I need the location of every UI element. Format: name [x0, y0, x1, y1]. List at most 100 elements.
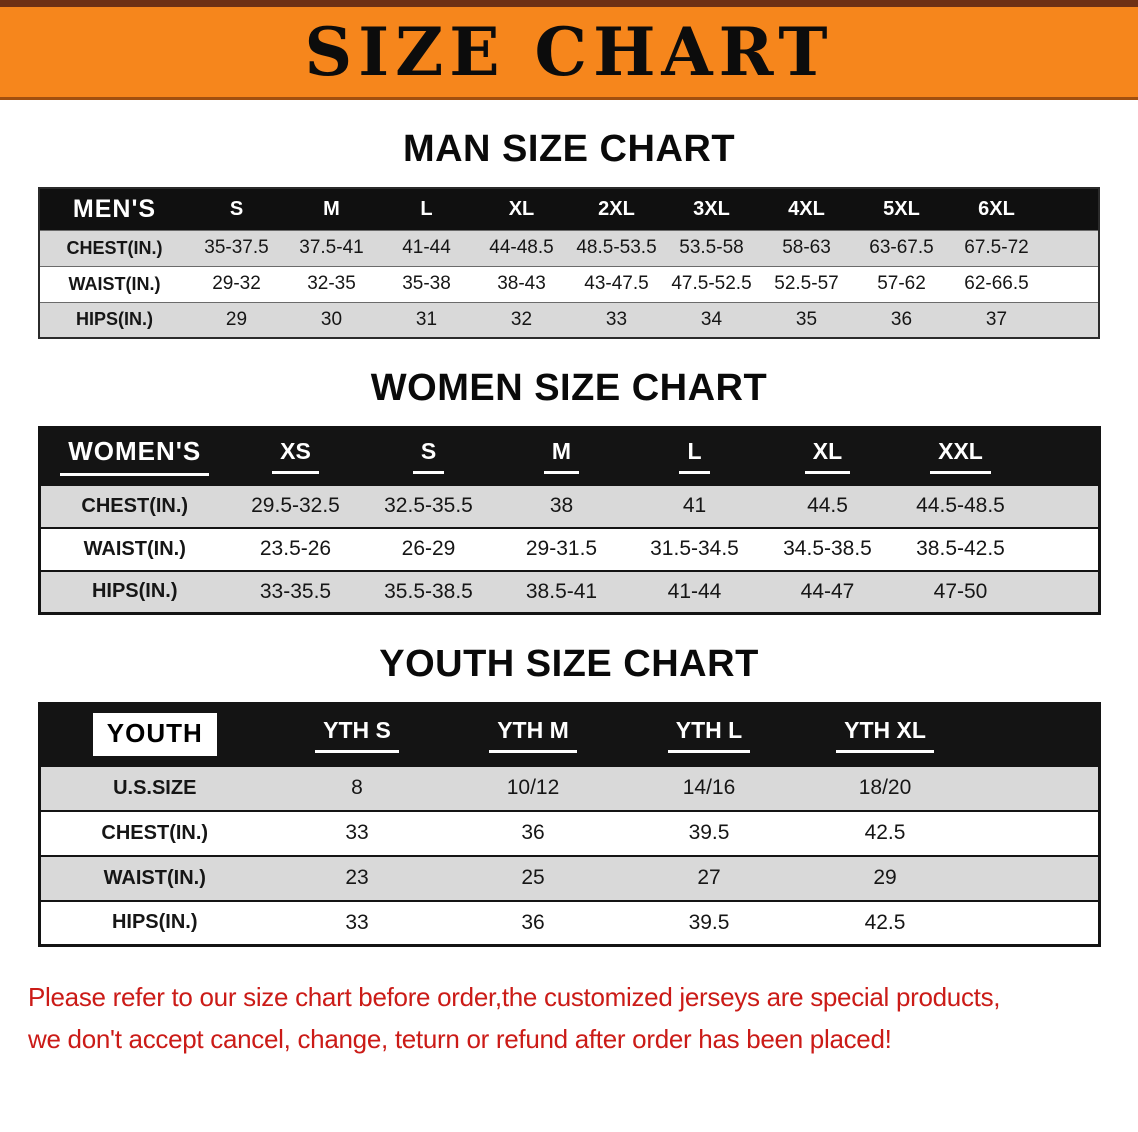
size-value-cell: 44.5-48.5 [894, 483, 1027, 528]
notice-line-2: we don't accept cancel, change, teturn o… [28, 1024, 892, 1055]
size-value-cell: 63-67.5 [854, 229, 949, 266]
row-label: U.S.SIZE [39, 764, 269, 811]
size-column-label: YTH M [489, 717, 577, 753]
size-column-header: 5XL [854, 188, 949, 230]
size-value-cell: 25 [445, 854, 621, 901]
size-value-cell: 8 [269, 764, 445, 811]
size-value-cell: 41-44 [379, 229, 474, 266]
us-size-row: U.S.SIZE 8 10/12 14/16 18/20 [39, 764, 1099, 811]
size-value-cell: 41-44 [628, 569, 761, 614]
size-column-header: YTH M [445, 703, 621, 766]
hips-row: HIPS(IN.) 33-35.5 35.5-38.5 38.5-41 41-4… [39, 569, 1099, 614]
size-value-cell: 30 [284, 301, 379, 338]
chest-row: CHEST(IN.) 35-37.5 37.5-41 41-44 44-48.5… [39, 229, 1099, 266]
size-column-header: 4XL [759, 188, 854, 230]
size-value-cell: 39.5 [621, 809, 797, 856]
size-column-header: L [379, 188, 474, 230]
women-header-row: WOMEN'S XS S M L XL XXL [39, 427, 1099, 485]
youth-table-title-label: YOUTH [92, 713, 217, 757]
size-value-cell: 37.5-41 [284, 229, 379, 266]
size-value-cell: 53.5-58 [664, 229, 759, 266]
hips-row: HIPS(IN.) 33 36 39.5 42.5 [39, 899, 1099, 946]
size-value-cell: 52.5-57 [759, 265, 854, 302]
size-value-cell: 27 [621, 854, 797, 901]
women-size-table: WOMEN'S XS S M L XL XXL CHEST(IN.) 29.5-… [37, 426, 1101, 615]
size-value-cell: 18/20 [797, 764, 973, 811]
size-column-label: YTH S [315, 717, 399, 753]
row-label: WAIST(IN.) [39, 265, 189, 302]
youth-table-title: YOUTH [39, 703, 269, 766]
size-value-cell: 33 [569, 301, 664, 338]
size-value-cell: 48.5-53.5 [569, 229, 664, 266]
size-value-cell: 67.5-72 [949, 229, 1044, 266]
size-value-cell: 38.5-41 [495, 569, 628, 614]
size-value-cell: 35-37.5 [189, 229, 284, 266]
size-value-cell: 37 [949, 301, 1044, 338]
spacer-cell [1027, 569, 1099, 614]
spacer-cell [973, 854, 1099, 901]
size-value-cell: 42.5 [797, 809, 973, 856]
size-value-cell: 31 [379, 301, 474, 338]
spacer-cell [1027, 526, 1099, 571]
size-value-cell: 38 [495, 483, 628, 528]
size-column-header: YTH L [621, 703, 797, 766]
notice-line-1: Please refer to our size chart before or… [28, 982, 1001, 1012]
size-value-cell: 32-35 [284, 265, 379, 302]
row-label: CHEST(IN.) [39, 483, 229, 528]
row-label: HIPS(IN.) [39, 301, 189, 338]
size-column-header: M [495, 427, 628, 485]
size-column-header: XL [474, 188, 569, 230]
youth-section: YOUTH SIZE CHART YOUTH YTH S YTH M YTH L… [0, 643, 1138, 947]
waist-row: WAIST(IN.) 23.5-26 26-29 29-31.5 31.5-34… [39, 526, 1099, 571]
size-column-header: 2XL [569, 188, 664, 230]
size-column-label: M [543, 438, 580, 475]
size-column-label: YTH L [667, 717, 751, 753]
size-column-header: L [628, 427, 761, 485]
size-value-cell: 29 [189, 301, 284, 338]
women-section: WOMEN SIZE CHART WOMEN'S XS S M L XL XXL [0, 367, 1138, 615]
size-value-cell: 26-29 [362, 526, 495, 571]
size-value-cell: 29-31.5 [495, 526, 628, 571]
size-value-cell: 57-62 [854, 265, 949, 302]
size-value-cell: 38-43 [474, 265, 569, 302]
size-value-cell: 41 [628, 483, 761, 528]
spacer-cell [973, 809, 1099, 856]
chest-row: CHEST(IN.) 33 36 39.5 42.5 [39, 809, 1099, 856]
size-column-label: XL [804, 438, 851, 475]
hips-row: HIPS(IN.) 29 30 31 32 33 34 35 36 37 [39, 301, 1099, 338]
spacer-cell [1027, 483, 1099, 528]
page-title: SIZE CHART [304, 13, 834, 91]
row-label: CHEST(IN.) [39, 809, 269, 856]
men-size-table: MEN'S S M L XL 2XL 3XL 4XL 5XL 6XL CHEST… [38, 187, 1100, 339]
size-value-cell: 32 [474, 301, 569, 338]
banner: SIZE CHART [0, 0, 1138, 100]
size-value-cell: 33 [269, 899, 445, 946]
size-value-cell: 35-38 [379, 265, 474, 302]
size-value-cell: 34.5-38.5 [761, 526, 894, 571]
spacer-cell [1044, 229, 1099, 266]
size-value-cell: 42.5 [797, 899, 973, 946]
size-value-cell: 35.5-38.5 [362, 569, 495, 614]
size-value-cell: 33-35.5 [229, 569, 362, 614]
size-value-cell: 58-63 [759, 229, 854, 266]
women-table-title-label: WOMEN'S [60, 436, 210, 477]
spacer-cell [1044, 301, 1099, 338]
size-value-cell: 32.5-35.5 [362, 483, 495, 528]
size-value-cell: 29-32 [189, 265, 284, 302]
size-value-cell: 33 [269, 809, 445, 856]
row-label: CHEST(IN.) [39, 229, 189, 266]
size-value-cell: 23.5-26 [229, 526, 362, 571]
size-column-label: YTH XL [836, 717, 934, 753]
size-value-cell: 44-48.5 [474, 229, 569, 266]
size-value-cell: 23 [269, 854, 445, 901]
size-value-cell: 14/16 [621, 764, 797, 811]
size-column-header: S [189, 188, 284, 230]
waist-row: WAIST(IN.) 23 25 27 29 [39, 854, 1099, 901]
spacer-cell [973, 703, 1099, 766]
size-value-cell: 34 [664, 301, 759, 338]
spacer-cell [1027, 427, 1099, 485]
spacer-cell [973, 764, 1099, 811]
men-header-row: MEN'S S M L XL 2XL 3XL 4XL 5XL 6XL [39, 188, 1099, 230]
size-value-cell: 10/12 [445, 764, 621, 811]
women-section-title: WOMEN SIZE CHART [370, 367, 768, 409]
